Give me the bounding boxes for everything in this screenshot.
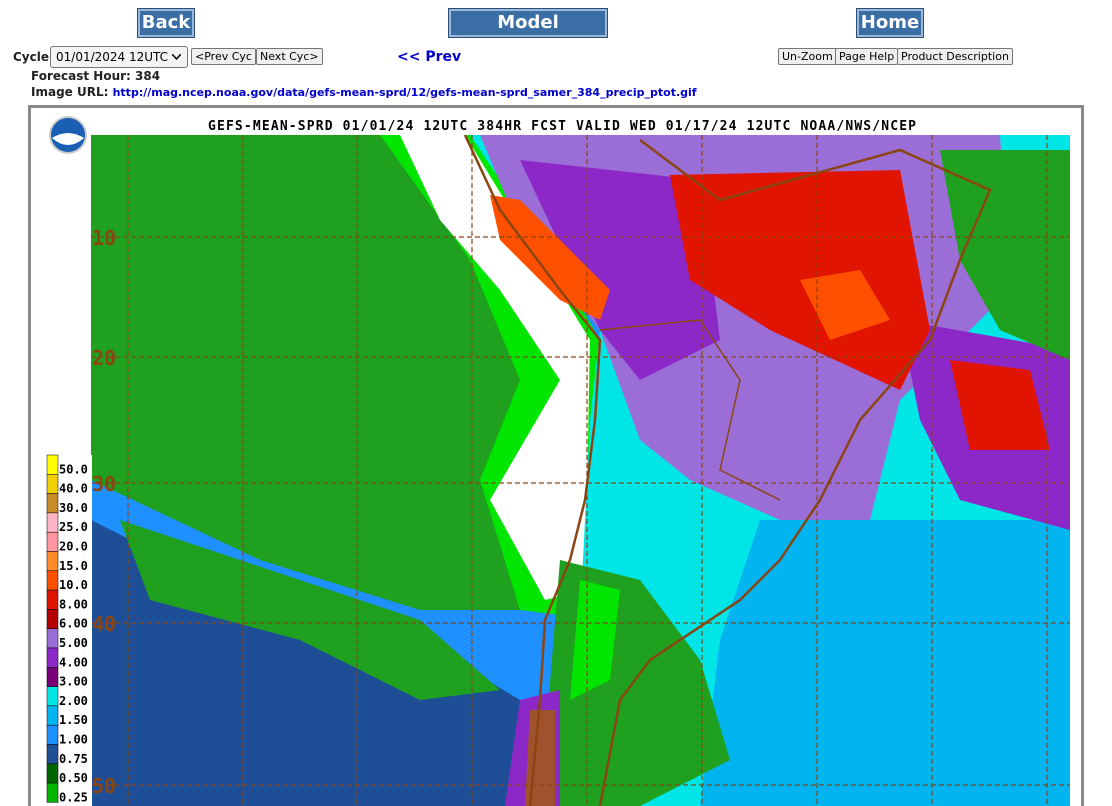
legend-label: 0.25 [59, 790, 88, 804]
image-url-link[interactable]: http://mag.ncep.noaa.gov/data/gefs-mean-… [112, 86, 697, 99]
noaa-logo-wave [52, 133, 84, 145]
legend-swatch [46, 454, 59, 475]
map-title: GEFS-MEAN-SPRD 01/01/24 12UTC 384HR FCST… [208, 119, 916, 134]
latitude-label: 10 [92, 226, 116, 250]
legend-label: 3.00 [59, 675, 88, 689]
legend-swatch [46, 763, 59, 784]
latitude-label: 30 [92, 472, 116, 496]
legend-swatch [46, 628, 59, 649]
legend-label: 25.0 [59, 520, 88, 534]
forecast-hour: Forecast Hour: 384 [31, 69, 160, 83]
back-button[interactable]: Back [137, 8, 195, 38]
legend-label: 6.00 [59, 617, 88, 631]
legend-label: 30.0 [59, 501, 88, 515]
home-button[interactable]: Home [856, 8, 924, 38]
cycle-select[interactable]: 01/01/2024 12UTC [50, 46, 188, 68]
prev-cycle-button[interactable]: <Prev Cyc [191, 48, 256, 65]
legend-label: 50.0 [59, 462, 88, 476]
legend-label: 15.0 [59, 559, 88, 573]
legend-swatch [46, 551, 59, 572]
legend-label: 5.00 [59, 636, 88, 650]
image-url-label: Image URL: [31, 85, 109, 99]
cycle-value: 01/01/2024 12UTC [56, 50, 169, 64]
legend-swatch [46, 705, 59, 726]
legend-swatch [46, 589, 59, 610]
legend-label: 2.00 [59, 694, 88, 708]
next-cycle-button[interactable]: Next Cyc> [256, 48, 323, 65]
legend-swatch [46, 724, 59, 745]
legend-label: 1.00 [59, 733, 88, 747]
legend-label: 4.00 [59, 655, 88, 669]
legend-swatch [46, 744, 59, 765]
legend-swatch [46, 686, 59, 707]
legend-label: 10.0 [59, 578, 88, 592]
legend-swatch [46, 609, 59, 629]
legend-swatch [46, 531, 59, 552]
legend-swatch [46, 512, 59, 533]
legend-label: 8.00 [59, 597, 88, 611]
legend-swatch [46, 474, 59, 494]
legend-label: 0.50 [59, 771, 88, 785]
legend-swatch [46, 667, 59, 687]
legend-swatch [46, 647, 59, 668]
cycle-label: Cycle: [13, 50, 54, 64]
legend-label: 1.50 [59, 713, 88, 727]
legend-label: 0.75 [59, 752, 88, 766]
forecast-hour-label: Forecast Hour: [31, 69, 131, 83]
model-guidance-button[interactable]: Model Guidance [448, 8, 608, 57]
map-grid [91, 135, 1070, 806]
legend-swatch [46, 493, 59, 514]
product-description-button[interactable]: Product Description [897, 48, 1013, 65]
forecast-hour-value: 384 [135, 69, 161, 83]
latitude-label: 40 [92, 612, 116, 636]
unzoom-button[interactable]: Un-Zoom [778, 48, 837, 65]
legend-swatch [46, 782, 59, 803]
prev-link[interactable]: << Prev [397, 49, 462, 65]
image-url: Image URL: http://mag.ncep.noaa.gov/data… [31, 85, 697, 99]
dropdown-arrow [172, 54, 181, 60]
precip-field [91, 135, 1070, 806]
latitude-label: 50 [92, 774, 116, 798]
legend-label: 40.0 [59, 482, 88, 496]
legend-swatch [46, 570, 59, 591]
legend-label: 20.0 [59, 540, 88, 554]
latitude-label: 20 [92, 346, 116, 370]
